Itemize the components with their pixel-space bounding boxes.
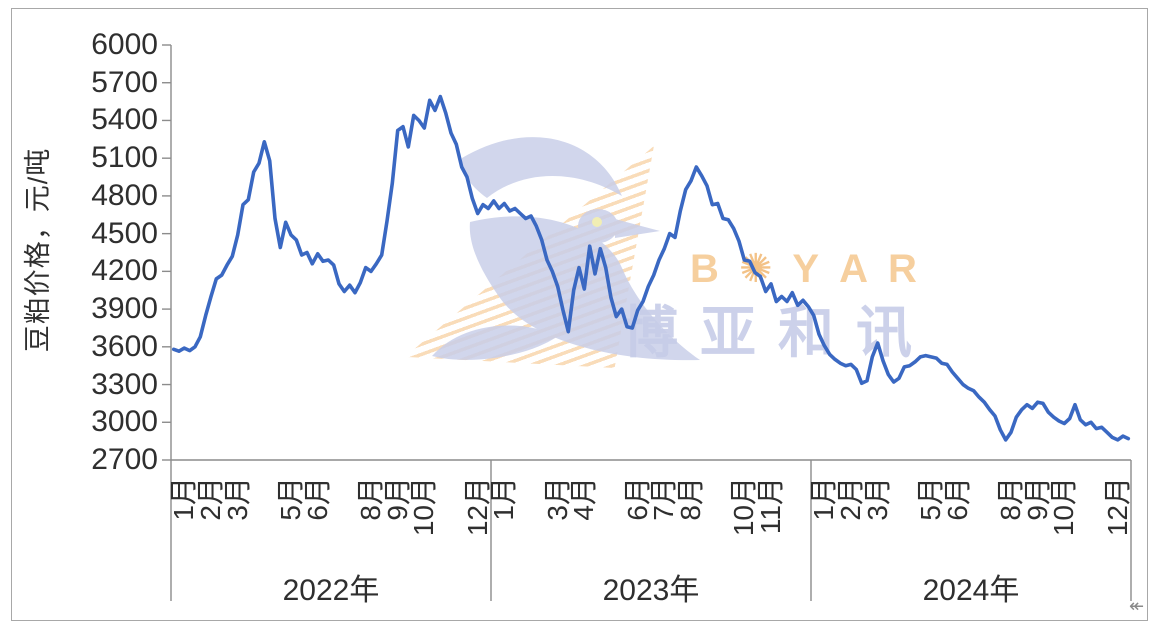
y-tick-label: 5700	[91, 65, 158, 99]
month-tick-label: 6月	[301, 477, 333, 521]
month-tick-label: 10月	[408, 477, 440, 537]
month-tick-label: 1月	[488, 477, 520, 521]
y-tick-label: 5400	[91, 103, 158, 137]
year-label: 2022年	[282, 574, 380, 607]
month-tick-label: 8月	[675, 477, 706, 521]
y-tick-label: 5100	[91, 141, 158, 175]
month-tick-label: 5月	[275, 477, 306, 521]
brand-letter: B	[690, 247, 719, 291]
y-tick-label: 3300	[91, 367, 158, 401]
y-tick-label: 4800	[91, 178, 158, 212]
month-tick-label: 4月	[568, 477, 600, 521]
year-label: 2023年	[602, 574, 700, 607]
month-tick-label: 12月	[1101, 477, 1133, 537]
month-tick-label: 10月	[1048, 477, 1080, 537]
y-tick-label: 3900	[91, 292, 158, 326]
month-tick-label: 2月	[195, 477, 226, 521]
y-tick-label: 4500	[91, 216, 158, 250]
brand-letter: R	[887, 247, 917, 291]
month-tick-label: 8月	[355, 477, 386, 521]
brand-letter: A	[839, 247, 868, 291]
month-tick-label: 3月	[221, 477, 253, 521]
y-tick-label: 4200	[91, 254, 158, 288]
chart-border	[11, 8, 1148, 621]
month-tick-label: 11月	[755, 477, 786, 535]
month-tick-label: 5月	[915, 477, 946, 521]
y-tick-label: 3600	[91, 329, 158, 363]
y-tick-label: 6000	[91, 28, 158, 61]
month-tick-label: 8月	[995, 477, 1026, 521]
month-tick-label: 6月	[941, 477, 973, 521]
cursor-artifact: ↞	[1129, 596, 1145, 616]
y-tick-label: 2700	[91, 443, 158, 476]
brand-letter: Y	[792, 247, 820, 291]
watermark-brand-text: B ✺ Y A R	[690, 246, 937, 292]
y-tick-label: 3000	[91, 405, 158, 439]
brand-sun-icon: ✺	[738, 247, 773, 291]
year-label: 2024年	[922, 574, 1020, 607]
watermark-brand-cn: 博亚和讯	[622, 301, 934, 364]
month-tick-label: 3月	[861, 477, 893, 521]
month-tick-label: 2月	[835, 477, 866, 521]
